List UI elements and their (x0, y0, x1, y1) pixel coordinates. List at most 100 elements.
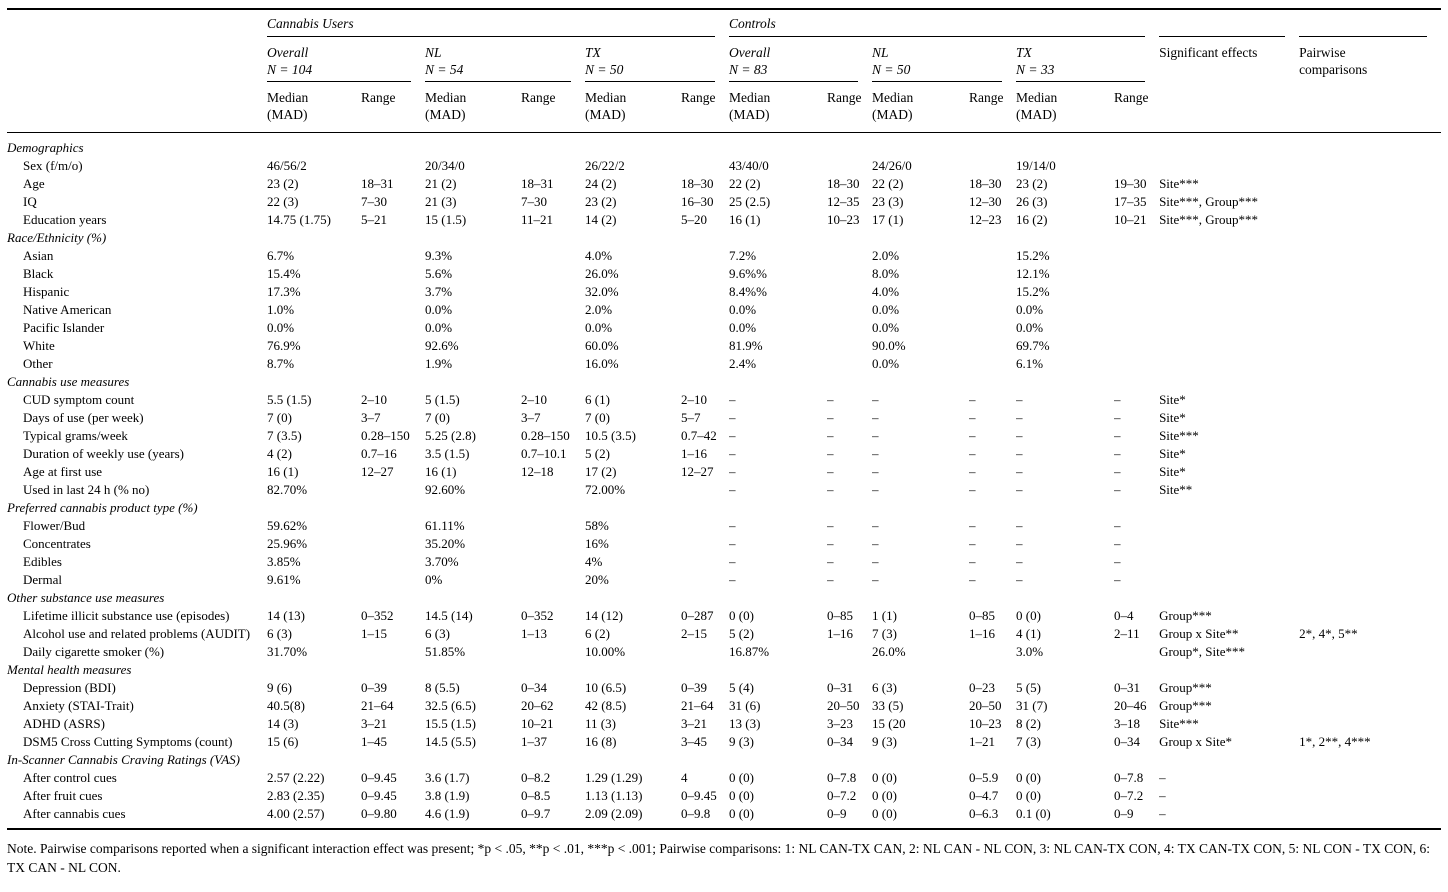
cell-value: – (729, 518, 736, 533)
cell-value: 10–21 (521, 716, 554, 731)
cell-value: 6.1% (1016, 356, 1044, 371)
table-row: Hispanic 17.3% 3.7% 32.0% 8.4%% 4.0% 15.2% (7, 283, 1441, 301)
cell-value: 11 (3) (585, 716, 616, 731)
cell-value: 7 (3.5) (267, 428, 302, 443)
cell-value (969, 157, 1016, 175)
cell-value: 0 (0) (1016, 788, 1041, 803)
cell-value (969, 247, 1016, 265)
cell-value (521, 265, 585, 283)
section-row: Demographics (7, 133, 1441, 158)
cell-value: 18–30 (969, 176, 1002, 191)
cell-value: 1–16 (969, 626, 996, 641)
cell-value: 15.5 (1.5) (425, 716, 476, 731)
cell-value: 0–352 (361, 608, 394, 623)
pairwise-cell (1299, 445, 1441, 463)
cell-value: 0% (425, 572, 443, 587)
cell-value (827, 283, 872, 301)
cell-value: 6 (3) (425, 626, 450, 641)
cell-value: – (1114, 482, 1121, 497)
subgroup-users-nl: NL N = 54 (425, 37, 585, 82)
table-row: Lifetime illicit substance use (episodes… (7, 607, 1441, 625)
cell-value: 16 (1) (425, 464, 457, 479)
cell-value: 0–34 (827, 734, 854, 749)
cell-value (969, 319, 1016, 337)
cell-value: 32.0% (585, 284, 619, 299)
cell-value: – (1114, 410, 1121, 425)
cell-value: – (827, 518, 834, 533)
cell-value: – (729, 410, 736, 425)
cell-value: 15.2% (1016, 248, 1050, 263)
cell-value (681, 283, 729, 301)
cell-value (681, 157, 729, 175)
cell-value (1114, 319, 1159, 337)
pairwise-overline (1299, 9, 1441, 37)
cell-value: 3–45 (681, 734, 707, 749)
cell-value: 15 (1.5) (425, 212, 467, 227)
cell-value: 7–30 (361, 194, 387, 209)
cell-value: 14.5 (14) (425, 608, 473, 623)
cell-value: 7 (0) (425, 410, 450, 425)
cell-value: – (827, 464, 834, 479)
cell-value: 3.5 (1.5) (425, 446, 470, 461)
cell-value: 18–30 (827, 176, 860, 191)
sig-effects-cell: Site** (1159, 482, 1193, 497)
cell-value: 14 (13) (267, 608, 305, 623)
cell-value: 20–50 (969, 698, 1002, 713)
cell-value: 31.70% (267, 644, 308, 659)
section-row: Preferred cannabis product type (%) (7, 499, 1441, 517)
cell-value: 2.57 (2.22) (267, 770, 325, 785)
cell-value: 10–21 (1114, 212, 1147, 227)
cell-value: 0–9.45 (681, 788, 717, 803)
cell-value (681, 265, 729, 283)
sig-effects-cell: – (1159, 806, 1166, 821)
cell-value (361, 283, 425, 301)
cell-value: 0–9 (1114, 806, 1134, 821)
cell-value: 92.60% (425, 482, 466, 497)
cell-value: 7 (3) (872, 626, 897, 641)
cell-value: 26.0% (872, 644, 906, 659)
table-row: Concentrates 25.96% 35.20% 16% – – – – – – (7, 535, 1441, 553)
cell-value: 9.3% (425, 248, 453, 263)
cell-value (521, 481, 585, 499)
sig-effects-cell (1159, 517, 1299, 535)
cell-value: 3–21 (681, 716, 707, 731)
cell-value: 1–13 (521, 626, 547, 641)
pairwise-cell (1299, 193, 1441, 211)
cell-value: 9 (6) (267, 680, 292, 695)
row-label: Used in last 24 h (% no) (23, 482, 150, 497)
cell-value: 0.0% (872, 302, 900, 317)
cell-value: 4 (2) (267, 446, 292, 461)
cell-value: 4.0% (872, 284, 900, 299)
pairwise-cell (1299, 301, 1441, 319)
section-title: Other substance use measures (7, 590, 165, 605)
cell-value: 0–39 (681, 680, 707, 695)
sig-effects-cell (1159, 571, 1299, 589)
cell-value: – (872, 518, 879, 533)
pairwise-cell (1299, 643, 1441, 661)
cell-value: 0.1 (0) (1016, 806, 1051, 821)
cell-value: 3–23 (827, 716, 854, 731)
table-row: Age 23 (2) 18–31 21 (2) 18–31 24 (2) 18–30 22 (… (7, 175, 1441, 193)
cell-value: 3–7 (361, 410, 381, 425)
row-label: ADHD (ASRS) (23, 716, 105, 731)
cell-value: 2–10 (521, 392, 547, 407)
cell-value: – (969, 536, 976, 551)
cell-value: – (1114, 572, 1121, 587)
cell-value: 12–27 (361, 464, 394, 479)
cell-value: 10.00% (585, 644, 626, 659)
pairwise-cell (1299, 409, 1441, 427)
cell-value: – (1016, 572, 1023, 587)
cell-value: – (1114, 392, 1121, 407)
cell-value: 0–9.80 (361, 806, 397, 821)
cell-value: 16 (2) (1016, 212, 1048, 227)
pairwise-cell (1299, 805, 1441, 829)
pairwise-cell (1299, 427, 1441, 445)
cell-value: 1–16 (681, 446, 707, 461)
row-label: Sex (f/m/o) (23, 158, 83, 173)
cell-value: – (969, 392, 976, 407)
cell-value (969, 643, 1016, 661)
cell-value: 2–10 (681, 392, 707, 407)
cell-value: 0.28–150 (361, 428, 410, 443)
cell-value: 0.0% (1016, 302, 1044, 317)
row-label: Flower/Bud (23, 518, 86, 533)
